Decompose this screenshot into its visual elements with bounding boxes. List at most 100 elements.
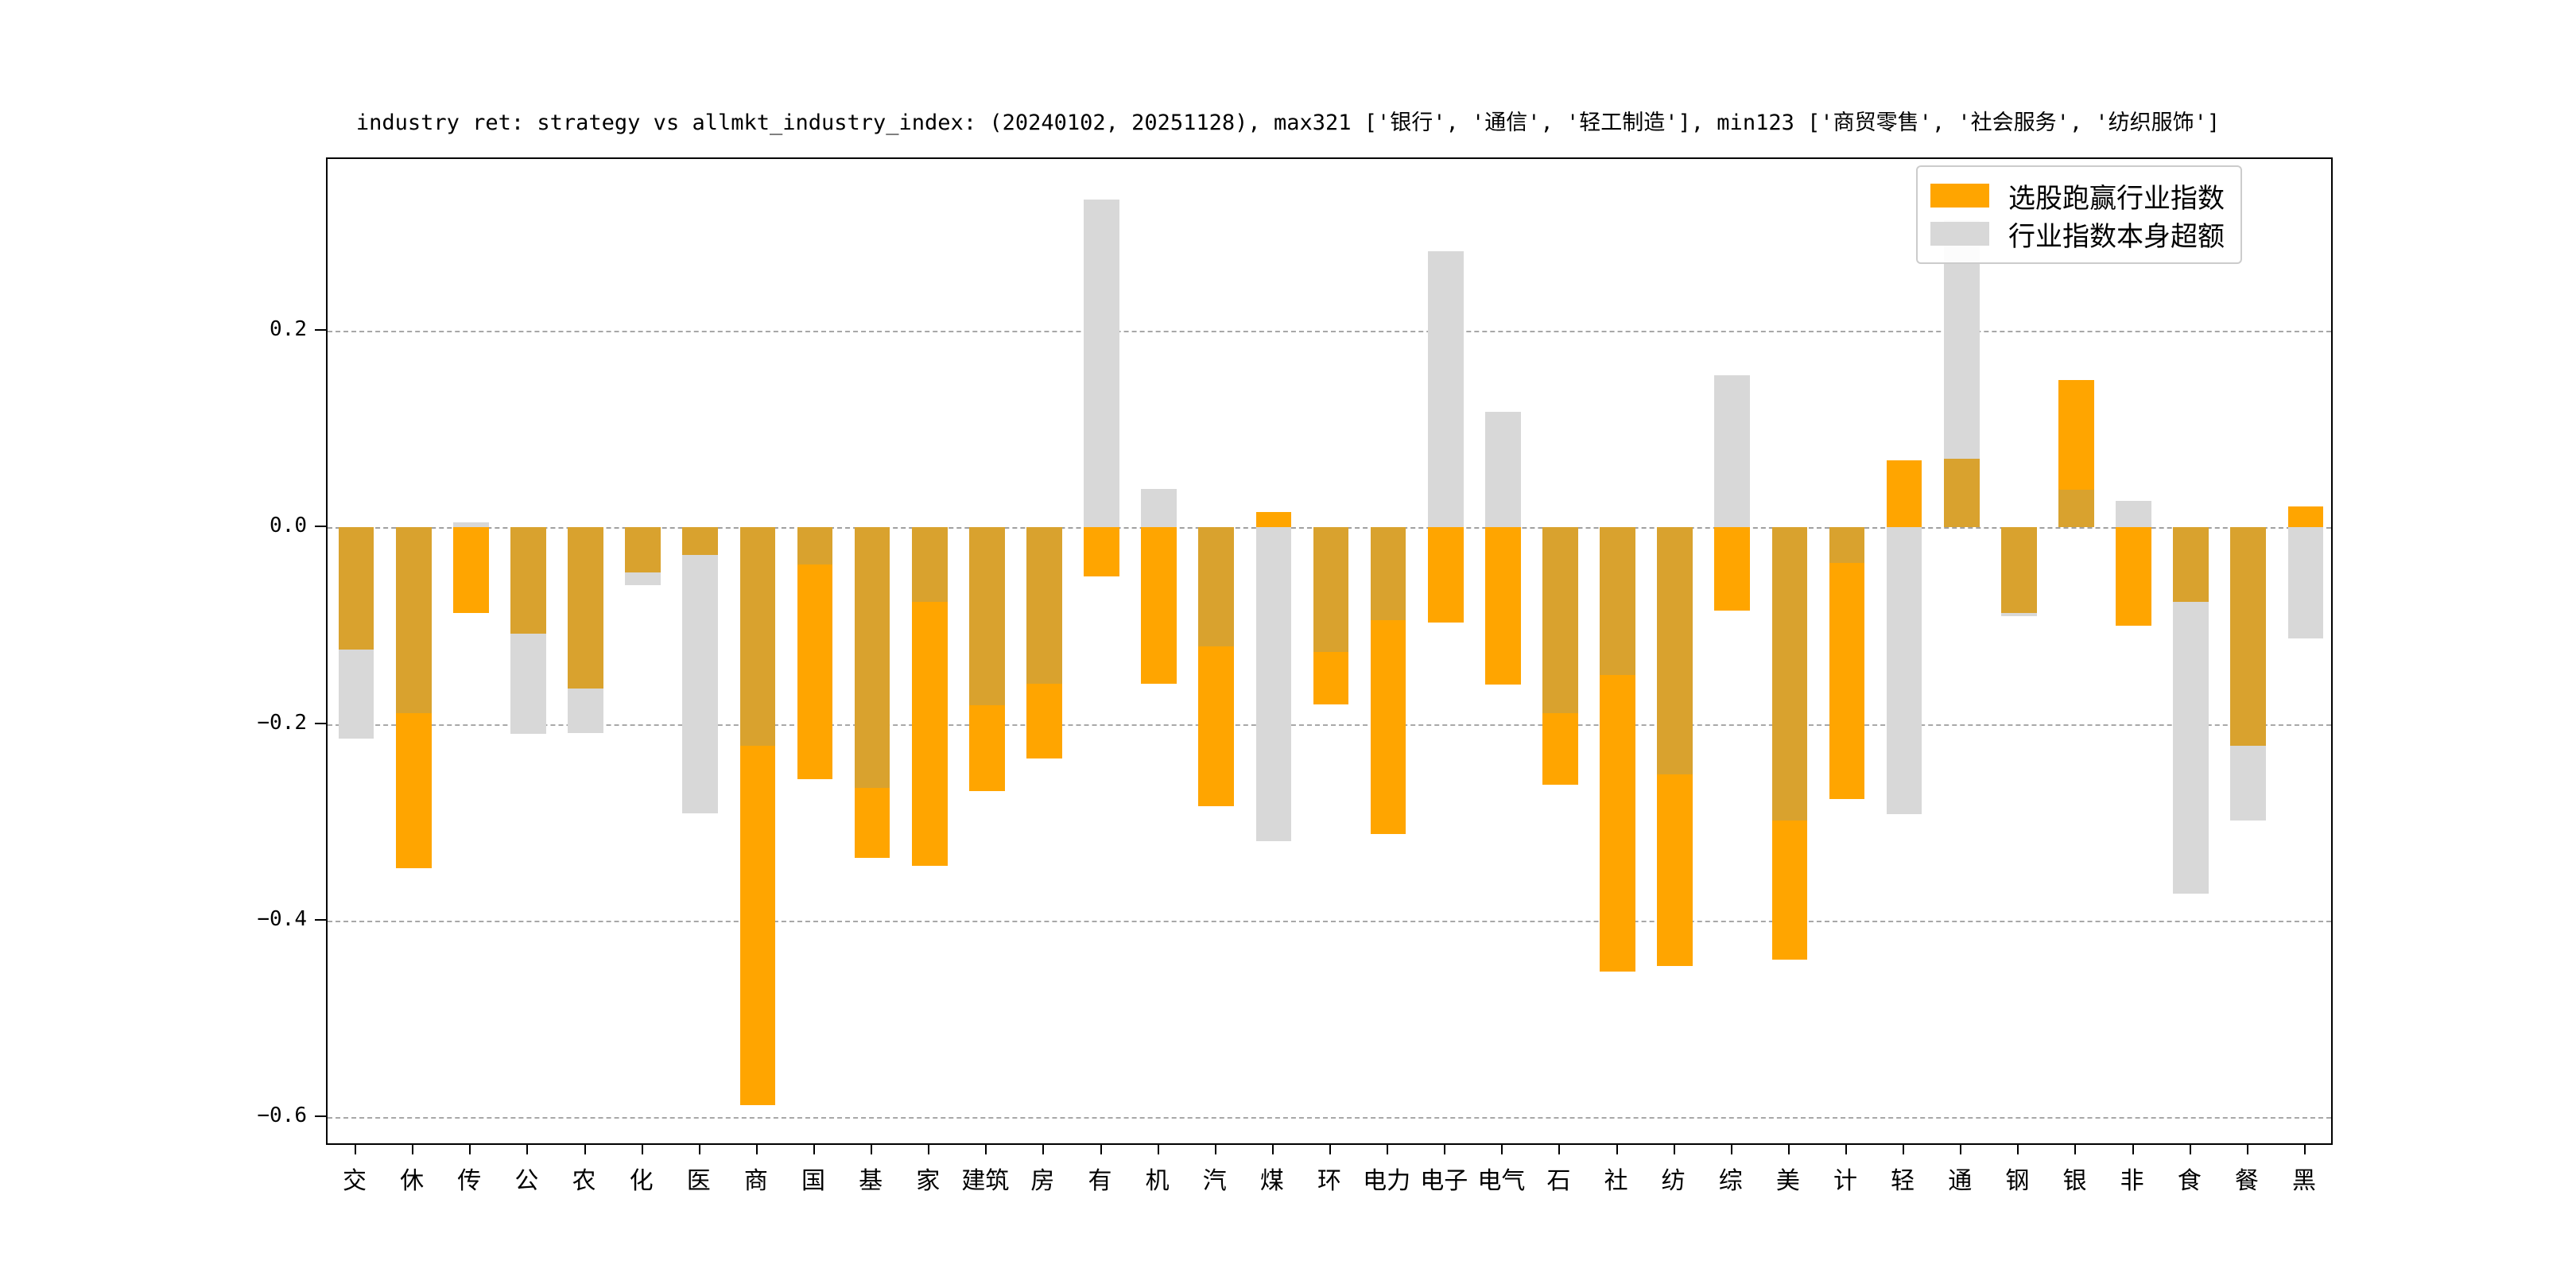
bar-strategy-excess xyxy=(1313,652,1349,704)
bar-group[interactable] xyxy=(625,159,661,1146)
bar-group[interactable] xyxy=(1255,159,1292,1146)
bar-strategy-excess xyxy=(1198,646,1235,807)
bar-group[interactable] xyxy=(854,159,890,1146)
x-tick-label: 餐 xyxy=(2234,1167,2259,1195)
bar-overlap xyxy=(854,527,890,788)
bar-group[interactable] xyxy=(1141,159,1177,1146)
x-tick-label: 煤 xyxy=(1259,1167,1284,1195)
bar-group[interactable] xyxy=(2001,159,2037,1146)
bar-group[interactable] xyxy=(682,159,719,1146)
bar-index-excess xyxy=(1886,527,1922,815)
bar-group[interactable] xyxy=(968,159,1005,1146)
x-tick-label: 国 xyxy=(801,1167,825,1195)
bar-group[interactable] xyxy=(1771,159,1808,1146)
bar-group[interactable] xyxy=(510,159,546,1146)
bar-index-excess xyxy=(1255,527,1292,841)
bar-strategy-excess xyxy=(1771,820,1808,960)
bar-group[interactable] xyxy=(1313,159,1349,1146)
bar-group[interactable] xyxy=(1886,159,1922,1146)
bar-group[interactable] xyxy=(452,159,489,1146)
x-tick-mark xyxy=(871,1145,873,1154)
x-tick-mark xyxy=(1558,1145,1561,1154)
bar-group[interactable] xyxy=(2173,159,2209,1146)
y-tick-mark xyxy=(315,1115,326,1117)
x-tick-label: 医 xyxy=(686,1167,711,1195)
x-tick-mark xyxy=(813,1145,815,1154)
x-tick-label: 钢 xyxy=(2005,1167,2030,1195)
bar-group[interactable] xyxy=(739,159,776,1146)
x-tick-mark xyxy=(1501,1145,1503,1154)
x-tick-mark xyxy=(755,1145,758,1154)
bar-overlap xyxy=(797,527,833,565)
bar-strategy-excess xyxy=(2287,506,2324,528)
bar-group[interactable] xyxy=(1714,159,1751,1146)
x-tick-mark xyxy=(469,1145,471,1154)
bar-overlap xyxy=(1313,527,1349,653)
bar-strategy-excess xyxy=(911,602,948,866)
bar-group[interactable] xyxy=(2116,159,2151,1146)
bar-group[interactable] xyxy=(1657,159,1693,1146)
bar-strategy-excess xyxy=(1829,562,1865,799)
bar-group[interactable] xyxy=(1943,159,1980,1146)
bar-group[interactable] xyxy=(1542,159,1578,1146)
x-tick-mark xyxy=(584,1145,586,1154)
bar-index-excess xyxy=(1427,251,1464,528)
x-tick-mark xyxy=(1387,1145,1389,1154)
x-tick-mark xyxy=(1616,1145,1618,1154)
x-tick-mark xyxy=(1730,1145,1732,1154)
x-tick-label: 商 xyxy=(743,1167,768,1195)
x-tick-label: 公 xyxy=(514,1167,539,1195)
x-tick-mark xyxy=(1673,1145,1675,1154)
x-tick-label: 银 xyxy=(2062,1167,2087,1195)
bar-overlap xyxy=(2173,527,2209,603)
bar-overlap xyxy=(682,527,719,556)
bar-group[interactable] xyxy=(395,159,432,1146)
x-tick-mark xyxy=(1903,1145,1905,1154)
bar-index-excess xyxy=(625,572,661,586)
bar-group[interactable] xyxy=(1370,159,1406,1146)
bar-group[interactable] xyxy=(2058,159,2094,1146)
bar-index-excess xyxy=(2116,501,2151,528)
x-tick-label: 轻 xyxy=(1891,1167,1915,1195)
y-tick-label: 0.2 xyxy=(270,317,307,342)
bar-overlap xyxy=(1026,527,1062,684)
x-tick-label: 环 xyxy=(1317,1167,1341,1195)
bar-group[interactable] xyxy=(2287,159,2324,1146)
x-tick-mark xyxy=(698,1145,700,1154)
bar-group[interactable] xyxy=(1484,159,1521,1146)
bar-group[interactable] xyxy=(1829,159,1865,1146)
bar-index-excess xyxy=(1484,411,1521,528)
bar-index-excess xyxy=(452,522,489,528)
bar-group[interactable] xyxy=(2230,159,2267,1146)
bar-index-excess xyxy=(1084,199,1119,528)
bar-overlap xyxy=(1370,527,1406,620)
bar-group[interactable] xyxy=(1198,159,1235,1146)
bar-strategy-excess xyxy=(1657,774,1693,966)
bar-group[interactable] xyxy=(911,159,948,1146)
bar-group[interactable] xyxy=(1600,159,1635,1146)
gridline-y xyxy=(328,724,2331,726)
bar-overlap xyxy=(1771,527,1808,821)
x-tick-label: 基 xyxy=(859,1167,883,1195)
x-tick-mark xyxy=(641,1145,643,1154)
x-tick-label: 建筑 xyxy=(961,1167,1010,1195)
bar-group[interactable] xyxy=(338,159,374,1146)
bar-strategy-excess xyxy=(2058,380,2094,491)
bar-strategy-excess xyxy=(1886,460,1922,528)
bar-group[interactable] xyxy=(1084,159,1119,1146)
legend-item-strategy[interactable]: 选股跑赢行业指数 xyxy=(1930,177,2225,215)
legend-swatch-index xyxy=(1930,222,1989,246)
bar-group[interactable] xyxy=(1427,159,1464,1146)
bar-strategy-excess xyxy=(739,745,776,1106)
x-tick-label: 纺 xyxy=(1661,1167,1686,1195)
bar-group[interactable] xyxy=(797,159,833,1146)
x-tick-mark xyxy=(1845,1145,1848,1154)
bar-strategy-excess xyxy=(1427,527,1464,623)
bar-group[interactable] xyxy=(568,159,603,1146)
bar-group[interactable] xyxy=(1026,159,1062,1146)
legend-item-index[interactable]: 行业指数本身超额 xyxy=(1930,215,2225,253)
x-tick-mark xyxy=(2303,1145,2306,1154)
x-tick-mark xyxy=(1214,1145,1216,1154)
bar-overlap xyxy=(568,527,603,689)
